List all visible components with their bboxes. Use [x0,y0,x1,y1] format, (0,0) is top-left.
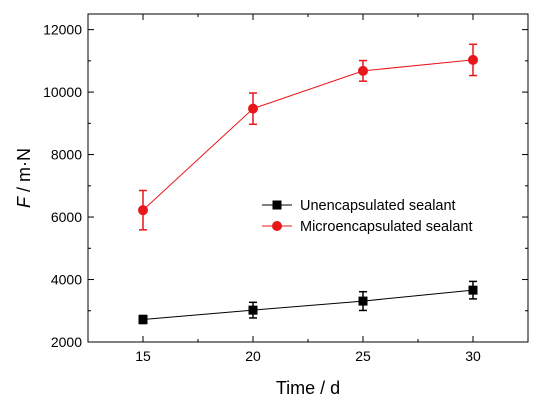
y-tick-labels: 2000 4000 6000 8000 10000 12000 [43,22,82,350]
y-axis-title: F / m·N [14,148,34,208]
plot-area [87,13,529,343]
series-line [142,59,474,211]
x-tick-label: 15 [135,348,151,364]
data-point [358,65,368,76]
data-point [248,103,258,114]
data-point [138,315,148,325]
x-axis-title: Time / d [276,378,340,398]
data-point [468,54,478,65]
data-point [248,305,258,315]
legend-label: Microencapsulated sealant [300,219,473,235]
series-layer [138,43,478,325]
y-axis-symbol: F [14,196,34,208]
legend-marker [272,200,282,210]
y-axis-unit: / m·N [14,148,34,197]
y-tick-label: 4000 [51,272,82,288]
legend: Unencapsulated sealant Microencapsulated … [262,198,473,235]
x-tick-label: 20 [245,348,261,364]
legend-label: Unencapsulated sealant [300,198,456,214]
data-point [138,205,148,216]
x-tick-labels: 15 20 25 30 [135,348,481,364]
legend-marker [272,221,282,231]
x-tick-label: 25 [355,348,371,364]
data-point [358,296,368,306]
legend-item: Microencapsulated sealant [262,219,473,235]
x-tick-label: 30 [465,348,481,364]
y-tick-label: 12000 [43,22,82,38]
series-2 [138,43,478,231]
y-tick-label: 2000 [51,334,82,350]
y-tick-label: 10000 [43,84,82,100]
y-tick-label: 6000 [51,209,82,225]
series-line [142,289,474,321]
data-point [468,285,478,295]
series-1 [138,280,478,325]
legend-item: Unencapsulated sealant [262,198,456,214]
y-tick-label: 8000 [51,147,82,163]
axis-ticks [88,14,528,343]
